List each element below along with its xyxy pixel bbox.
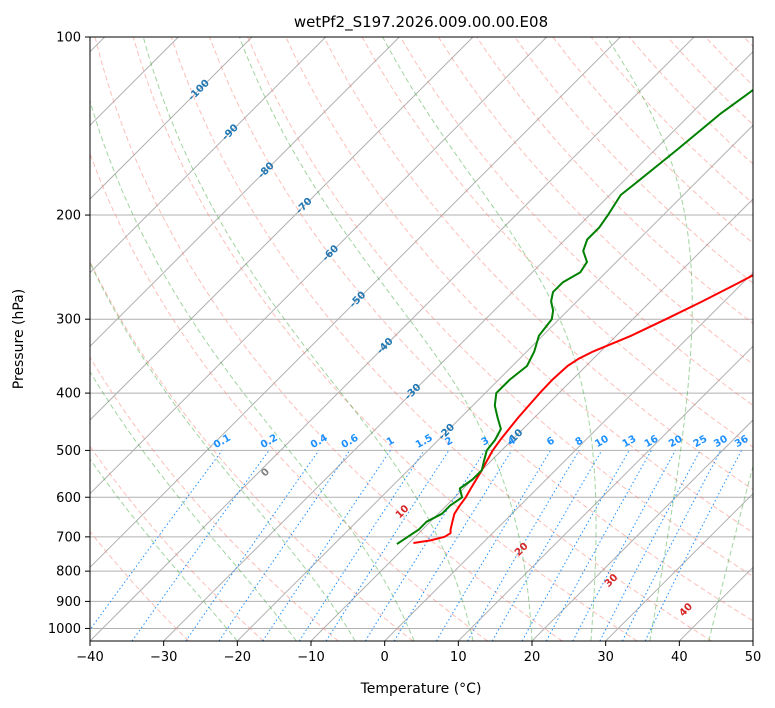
mixing-ratio-line (131, 450, 270, 641)
ticks-layer: −40 −30 −20 −10 0 10 20 30 40 50 100 200 300 400 500 60… (48, 31, 761, 666)
series-layer (396, 88, 753, 545)
y-tick-label: 100 (56, 31, 81, 46)
y-tick-label: 300 (56, 313, 81, 328)
isotherm-gridline (236, 124, 753, 641)
x-tick-label: 10 (450, 650, 467, 665)
dry-adiabat (437, 37, 753, 365)
dry-adiabat (170, 37, 712, 641)
x-tick-label: 40 (671, 650, 688, 665)
mixing-ratio-label: 2 (443, 435, 455, 448)
mixing-ratio-line (545, 450, 652, 641)
isotherm-gridline (90, 37, 548, 495)
isotherm-gridline (90, 37, 695, 641)
y-tick-label: 500 (56, 444, 81, 459)
moist-adiabat (238, 37, 533, 641)
y-tick-label: 700 (56, 530, 81, 545)
isotherm-gridline (163, 50, 753, 641)
mixing-ratio-line (185, 450, 320, 641)
temperature-profile-line (413, 274, 753, 544)
mixing-ratio-line (644, 450, 742, 641)
x-tick-label: −30 (150, 650, 177, 665)
y-tick-label: 800 (56, 565, 81, 580)
dry-adiabat (90, 356, 339, 641)
moist-adiabat (606, 37, 693, 641)
mixing-ratio-line (325, 450, 450, 641)
mixing-ratio-line (572, 450, 676, 641)
isotherm-gridline (90, 37, 253, 200)
mixing-ratio-line (218, 450, 351, 641)
moist-adiabat (90, 458, 238, 641)
mixing-ratio-label: 1 (385, 435, 397, 448)
dry-adiabat (90, 530, 190, 641)
mixing-ratio-label: 6 (545, 435, 557, 448)
isotherm-gridline (384, 271, 753, 641)
mixing-ratio-line (621, 450, 722, 641)
x-tick-label: 20 (524, 650, 541, 665)
dry-adiabat (514, 37, 753, 284)
moist-adiabat (708, 464, 753, 641)
isotherm-gridline (531, 419, 753, 641)
mixing-ratio-line (521, 450, 630, 641)
x-tick-label: 50 (745, 650, 762, 665)
y-tick-label: 600 (56, 491, 81, 506)
dry-adiabat (90, 445, 264, 641)
dry-adiabat (247, 37, 753, 577)
chart-title: wetPf2_S197.2026.009.00.00.E08 (294, 13, 548, 32)
isotherm-gridline (605, 492, 753, 641)
isotherm-gridline (457, 345, 753, 641)
mixing-ratio-label: 3 (480, 435, 492, 448)
mixing-ratio-line (393, 450, 513, 641)
isotherm-gridline (90, 37, 327, 274)
x-tick-label: 30 (597, 650, 614, 665)
grid-layer (90, 37, 753, 641)
mixing-ratio-line (262, 450, 391, 641)
dewpoint-profile-line (396, 88, 753, 545)
x-tick-label: 0 (381, 650, 389, 665)
moist-adiabat (90, 261, 356, 641)
x-tick-label: −20 (224, 650, 251, 665)
x-tick-label: −40 (76, 650, 103, 665)
plot-frame (89, 36, 754, 642)
dry-adiabat (132, 37, 638, 641)
y-tick-label: 900 (56, 595, 81, 610)
isotherm-gridline (90, 37, 400, 348)
mixing-ratio-line (298, 450, 425, 641)
y-axis-label: Pressure (hPa) (11, 289, 27, 389)
plot-background (90, 37, 753, 641)
y-tick-label: 400 (56, 387, 81, 402)
y-tick-label: 1000 (48, 622, 81, 637)
mixing-ratio-line (90, 450, 223, 631)
isotherm-gridline (90, 37, 474, 421)
dry-adiabat (209, 37, 753, 622)
moist-adiabat (142, 37, 474, 641)
dry-adiabat (90, 260, 414, 641)
mixing-ratio-label: 4 (506, 435, 518, 448)
x-axis-label: Temperature (°C) (360, 681, 482, 697)
isotherm-gridline (90, 37, 621, 569)
y-tick-label: 200 (56, 209, 81, 224)
isotherm-gridline (752, 640, 753, 641)
moist-adiabat (382, 37, 597, 641)
dry-adiabat (323, 37, 753, 491)
dry-adiabat (94, 37, 563, 641)
dry-adiabat (399, 37, 753, 407)
x-tick-label: −10 (297, 650, 324, 665)
dry-adiabat (90, 152, 488, 641)
mixing-ratio-label: 8 (574, 435, 586, 448)
